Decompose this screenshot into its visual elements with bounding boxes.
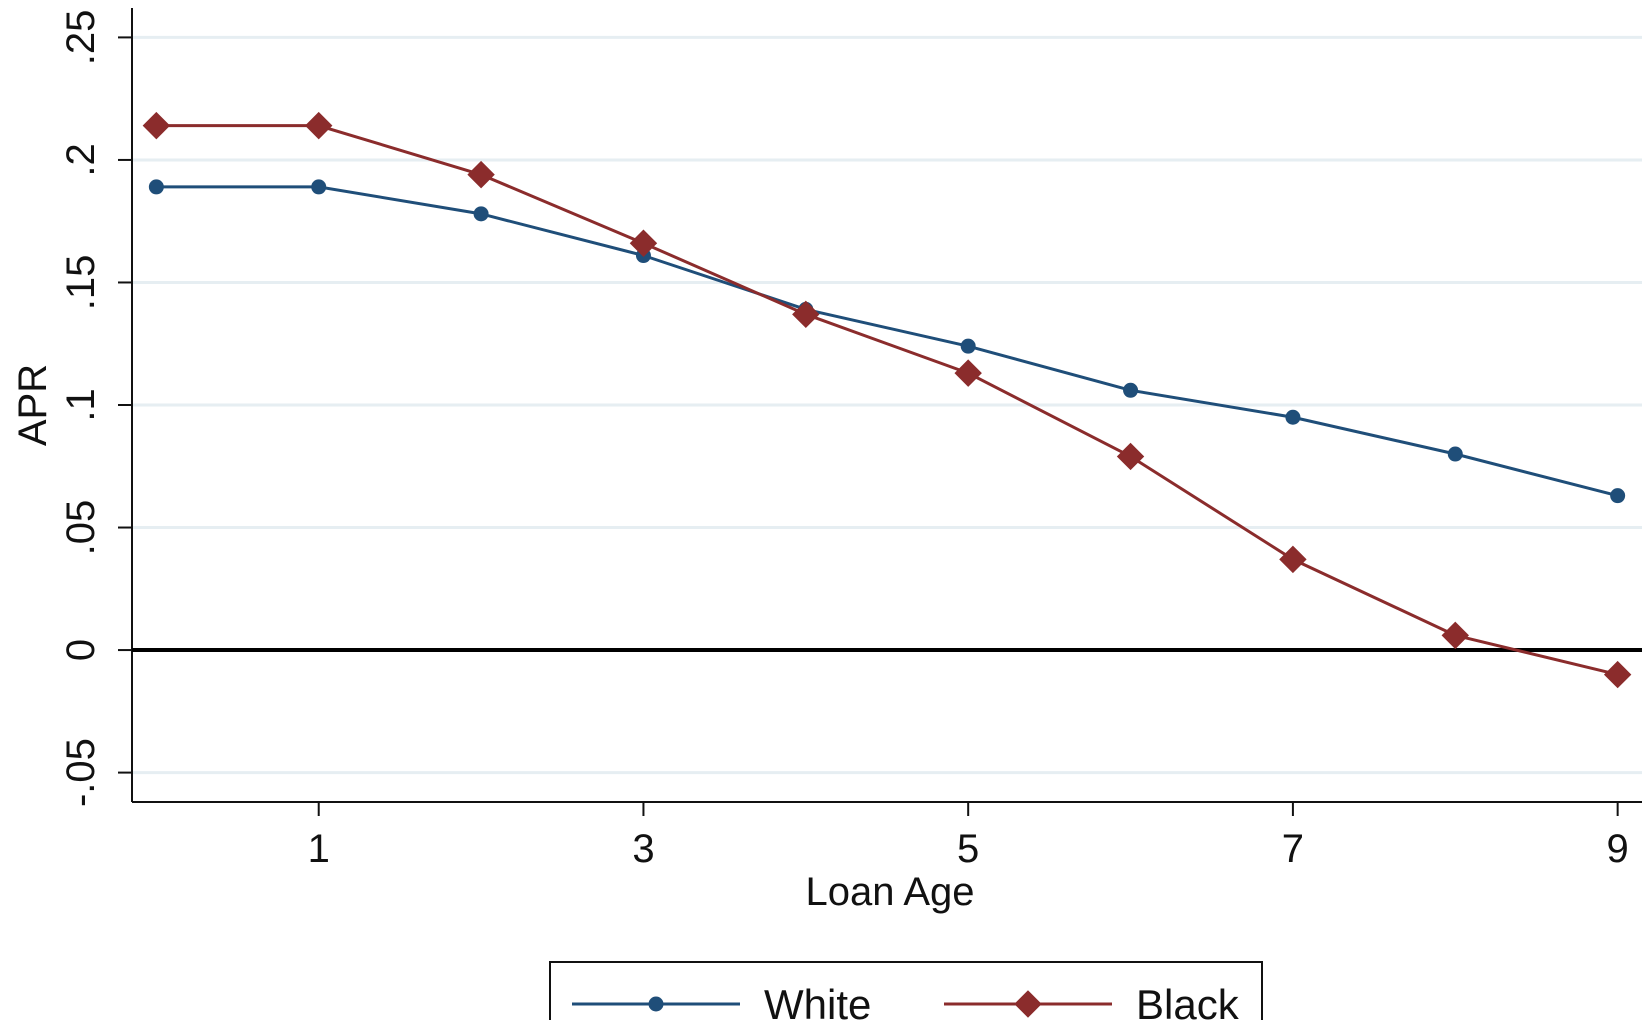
data-point-white-7 bbox=[1285, 409, 1301, 425]
legend: White Black bbox=[549, 961, 1263, 1020]
x-tick-label: 1 bbox=[308, 827, 330, 871]
data-point-black-1 bbox=[305, 111, 333, 140]
x-tick-label: 3 bbox=[632, 827, 654, 871]
y-tick-label: -.05 bbox=[59, 738, 103, 807]
y-tick-label: .25 bbox=[59, 10, 103, 66]
data-point-white-6 bbox=[1123, 382, 1139, 398]
series-layer bbox=[142, 111, 1632, 689]
data-point-white-2 bbox=[473, 206, 489, 222]
data-point-white-0 bbox=[148, 179, 164, 195]
y-tick-label: .15 bbox=[59, 255, 103, 311]
data-point-black-7 bbox=[1279, 545, 1307, 574]
y-axis-label: APR bbox=[11, 364, 55, 446]
data-point-white-9 bbox=[1610, 488, 1626, 504]
x-tick-label: 5 bbox=[957, 827, 979, 871]
legend-marker-black bbox=[1014, 990, 1042, 1018]
y-tick-label: .05 bbox=[59, 500, 103, 556]
x-tick-label: 9 bbox=[1607, 827, 1629, 871]
legend-label-black: Black bbox=[1136, 981, 1240, 1020]
x-tick-label: 7 bbox=[1282, 827, 1304, 871]
data-point-black-8 bbox=[1441, 621, 1469, 650]
axes: -.05 0 .05 .1 .15 .2 .25 1 3 5 7 9 bbox=[59, 8, 1642, 871]
data-point-black-2 bbox=[467, 160, 495, 189]
legend-marker-white bbox=[648, 996, 664, 1012]
y-tick-label: 0 bbox=[59, 639, 103, 661]
data-point-black-6 bbox=[1116, 442, 1145, 471]
data-point-black-0 bbox=[142, 111, 171, 140]
y-tick-label: .1 bbox=[59, 388, 103, 421]
x-axis-label: Loan Age bbox=[805, 870, 974, 914]
data-point-white-5 bbox=[960, 338, 976, 354]
data-point-white-1 bbox=[311, 179, 327, 195]
y-tick-label: .2 bbox=[59, 143, 103, 176]
series-line-black bbox=[156, 124, 1618, 677]
data-point-black-4 bbox=[792, 300, 820, 329]
legend-label-white: White bbox=[764, 981, 871, 1020]
data-point-white-8 bbox=[1447, 446, 1463, 462]
series-line-white bbox=[156, 185, 1619, 498]
data-point-black-5 bbox=[954, 359, 982, 387]
data-point-black-3 bbox=[629, 229, 658, 257]
series-black bbox=[142, 111, 1632, 689]
legend-box bbox=[549, 961, 1263, 1020]
data-point-black-9 bbox=[1603, 660, 1632, 689]
